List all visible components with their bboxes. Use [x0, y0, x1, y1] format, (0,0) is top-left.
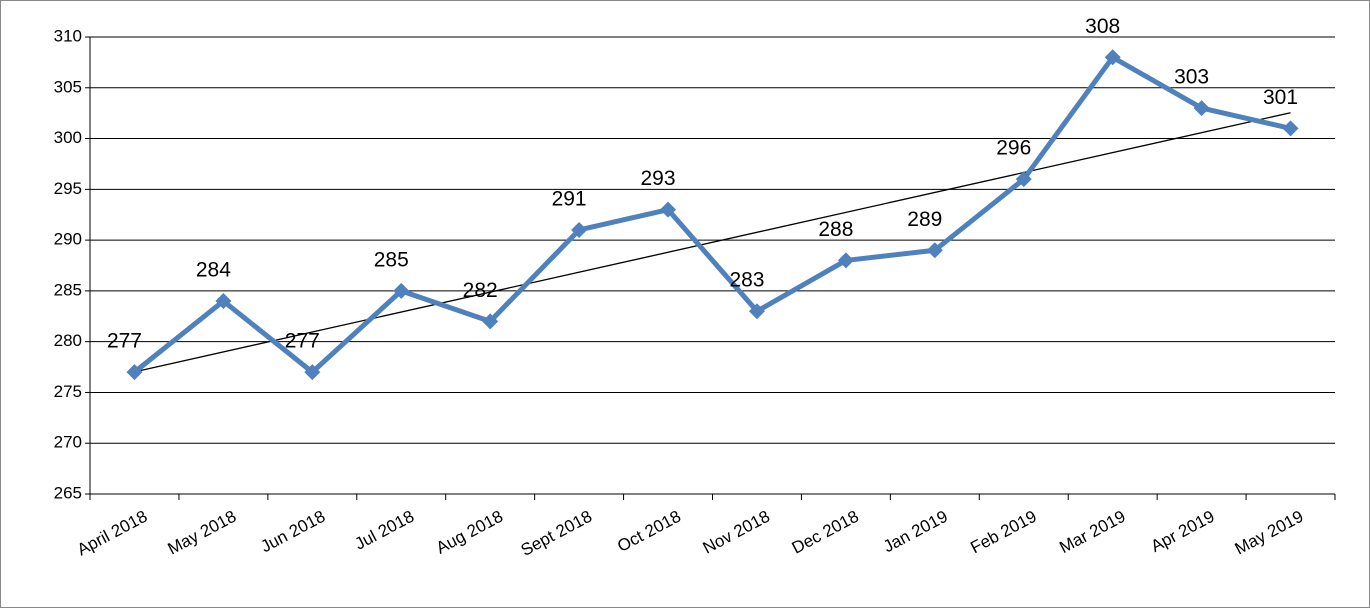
y-tick-label: 310 — [54, 26, 82, 45]
marker — [1282, 120, 1299, 137]
data-label: 284 — [196, 259, 231, 282]
data-label: 277 — [285, 330, 320, 353]
data-label: 288 — [818, 218, 853, 241]
marker — [304, 364, 321, 381]
marker — [482, 313, 499, 330]
data-label: 301 — [1263, 86, 1298, 109]
marker — [126, 364, 143, 381]
marker — [1015, 171, 1032, 188]
data-label: 291 — [552, 188, 587, 211]
data-label: 308 — [1085, 15, 1120, 38]
series-line — [132, 54, 1292, 375]
marker — [1193, 100, 1210, 117]
data-label: 285 — [374, 248, 409, 271]
y-tick-label: 300 — [54, 128, 82, 147]
marker — [215, 293, 232, 310]
data-label: 296 — [996, 137, 1031, 160]
data-label: 282 — [463, 279, 498, 302]
marker — [393, 282, 410, 299]
marker — [571, 221, 588, 238]
marker — [748, 303, 765, 320]
y-tick-label: 285 — [54, 280, 82, 299]
marker — [1104, 49, 1121, 66]
marker — [837, 252, 854, 269]
y-tick-label: 305 — [54, 77, 82, 96]
y-tick-label: 270 — [54, 433, 82, 452]
y-tick-label: 265 — [54, 483, 82, 502]
y-tick-label: 295 — [54, 179, 82, 198]
marker — [926, 242, 943, 259]
data-label: 289 — [907, 208, 942, 231]
data-label: 277 — [107, 330, 142, 353]
y-tick-label: 280 — [54, 331, 82, 350]
data-label: 303 — [1174, 66, 1209, 89]
y-tick-label: 275 — [54, 382, 82, 401]
data-label: 293 — [641, 167, 676, 190]
trendline — [134, 112, 1291, 373]
marker — [660, 201, 677, 218]
data-label: 283 — [729, 269, 764, 292]
y-tick-label: 290 — [54, 230, 82, 249]
